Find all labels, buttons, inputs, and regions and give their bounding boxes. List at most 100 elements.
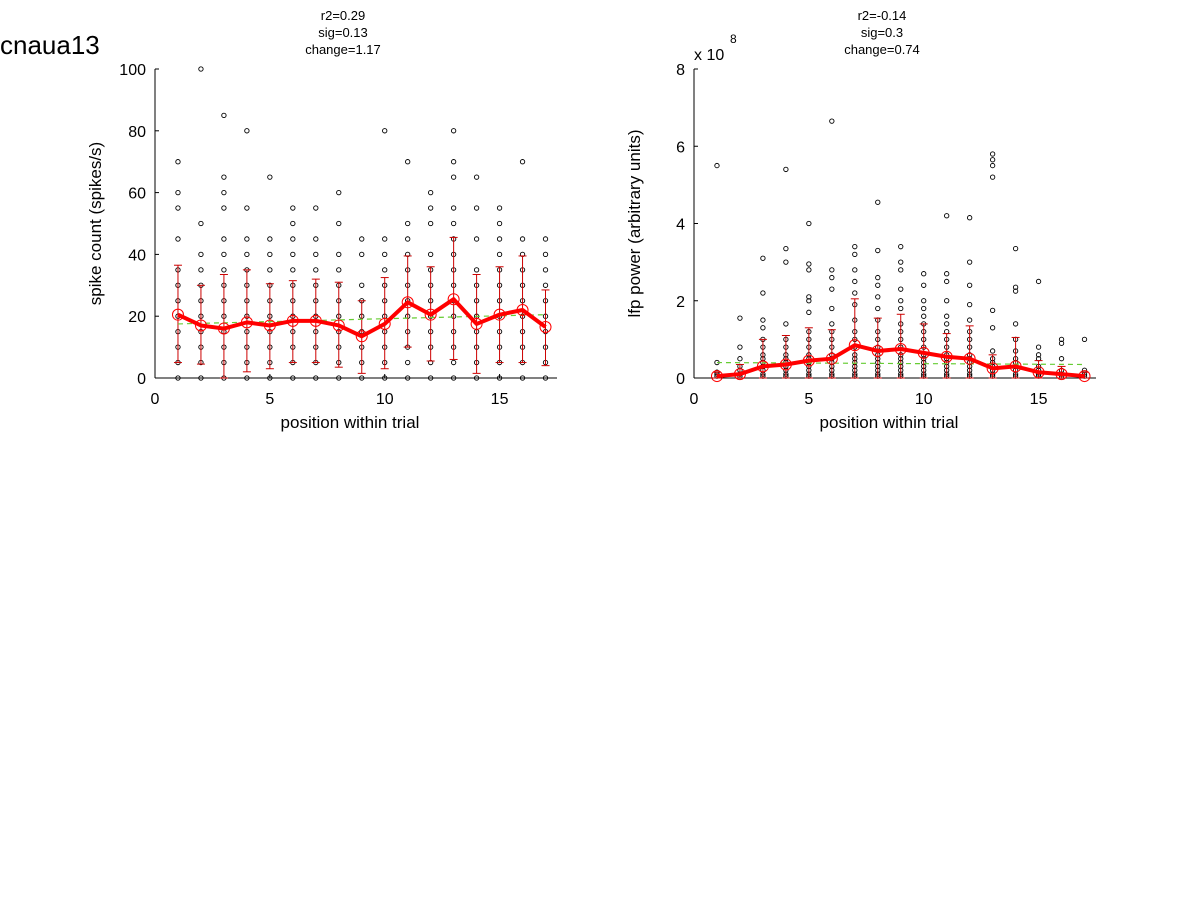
data-point <box>175 189 181 196</box>
data-point <box>175 159 181 165</box>
data-point <box>829 267 835 273</box>
data-point <box>313 375 319 381</box>
y-tick-label: 60 <box>128 186 146 203</box>
data-point <box>875 305 881 312</box>
data-point <box>542 267 549 273</box>
data-point <box>359 251 365 258</box>
mean-marker <box>516 304 529 317</box>
mean-marker <box>286 314 299 327</box>
x-tick-label: 10 <box>915 391 933 408</box>
data-point <box>175 375 181 381</box>
x-axis-label: position within trial <box>281 413 420 432</box>
data-point <box>496 205 503 211</box>
figure-title: cnaua13 <box>0 30 100 60</box>
data-point <box>989 151 996 157</box>
data-point <box>944 313 950 319</box>
fit-line <box>716 361 1085 366</box>
data-point <box>852 278 858 285</box>
mean-marker <box>733 368 746 381</box>
data-point <box>450 375 457 381</box>
data-point <box>829 321 835 327</box>
data-point <box>221 267 227 273</box>
data-point <box>221 251 227 258</box>
data-point <box>760 325 766 331</box>
mean-marker <box>401 296 414 309</box>
data-point <box>290 205 296 211</box>
mean-marker <box>194 319 207 332</box>
data-point <box>519 159 526 165</box>
mean-marker <box>171 308 184 321</box>
data-point <box>783 245 789 252</box>
data-point <box>944 321 950 327</box>
data-point <box>875 199 881 205</box>
mean-marker <box>217 322 230 335</box>
data-point <box>921 298 927 304</box>
y-exponent-value: 8 <box>730 32 737 46</box>
data-point <box>737 315 743 321</box>
data-point <box>198 375 204 381</box>
data-point <box>989 307 996 314</box>
data-point <box>1012 284 1019 290</box>
data-point <box>898 267 904 273</box>
data-point <box>450 174 457 180</box>
data-point <box>806 261 812 267</box>
data-point <box>967 301 973 308</box>
y-tick-label: 2 <box>676 294 685 311</box>
data-point <box>519 236 526 242</box>
data-point <box>852 244 858 250</box>
chart-title-line: sig=0.13 <box>318 25 368 40</box>
data-point <box>806 294 812 300</box>
data-point <box>267 236 273 242</box>
data-point <box>760 255 766 261</box>
data-point <box>496 220 503 227</box>
data-point <box>944 271 950 277</box>
mean-line <box>716 343 1085 379</box>
x-axis-label: position within trial <box>820 413 959 432</box>
mean-marker <box>493 308 506 321</box>
data-point <box>921 271 927 277</box>
data-point <box>267 267 273 273</box>
data-point <box>221 112 227 119</box>
mean-marker <box>355 330 368 343</box>
mean-marker <box>825 352 838 365</box>
data-point <box>852 290 858 296</box>
data-point <box>967 215 973 221</box>
data-point <box>405 375 411 381</box>
data-point <box>898 286 904 292</box>
data-point <box>829 118 835 124</box>
data-point <box>221 174 227 180</box>
data-point <box>898 305 904 312</box>
data-point <box>989 157 996 163</box>
data-point <box>473 236 480 242</box>
y-tick-label: 0 <box>137 371 146 388</box>
data-point <box>450 128 457 134</box>
data-point <box>898 259 904 265</box>
data-point <box>806 267 812 273</box>
data-point <box>829 305 835 312</box>
data-point <box>336 189 342 196</box>
mean-marker <box>871 344 884 357</box>
x-tick-label: 15 <box>491 391 509 408</box>
y-tick-label: 0 <box>676 371 685 388</box>
data-point <box>267 251 273 258</box>
y-tick-label: 20 <box>128 309 146 326</box>
data-point <box>244 128 250 134</box>
data-point <box>359 282 365 288</box>
y-tick-label: 4 <box>676 217 685 234</box>
data-point <box>806 298 812 304</box>
y-tick-label: 40 <box>128 247 146 264</box>
data-point <box>450 359 457 366</box>
x-tick-label: 0 <box>690 391 699 408</box>
y-tick-label: 6 <box>676 139 685 156</box>
data-point <box>428 375 434 381</box>
data-point <box>428 205 434 211</box>
data-point <box>359 236 365 242</box>
data-point <box>714 162 720 169</box>
data-point <box>852 267 858 273</box>
mean-marker <box>940 350 953 363</box>
data-point <box>875 282 881 288</box>
y-tick-label: 80 <box>128 124 146 141</box>
mean-marker <box>1078 370 1091 383</box>
mean-line <box>177 297 547 339</box>
data-point <box>806 220 812 227</box>
